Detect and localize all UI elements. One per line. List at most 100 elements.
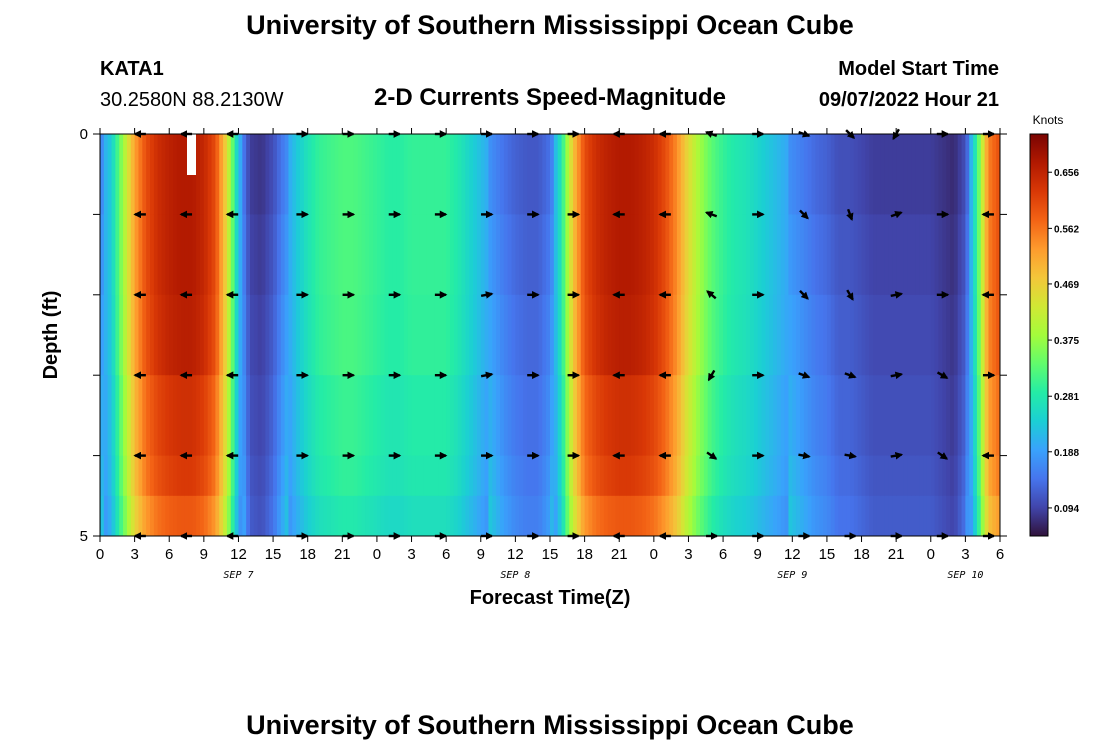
x-tick-label: 0: [373, 546, 381, 563]
heatmap-cell: [615, 294, 620, 376]
heatmap-cell: [476, 214, 482, 296]
heatmap-cell: [115, 375, 120, 457]
heatmap-cell: [165, 214, 170, 296]
heatmap-cell: [176, 134, 182, 215]
heatmap-cell: [246, 455, 251, 497]
heatmap-cell: [146, 134, 151, 215]
heatmap-cell: [303, 134, 309, 215]
heatmap-cell: [600, 375, 605, 457]
heatmap-cell: [653, 375, 659, 457]
heatmap-cell: [184, 134, 190, 215]
heatmap-cell: [734, 455, 740, 497]
heatmap-cell: [353, 495, 359, 536]
heatmap-cell: [142, 214, 147, 296]
heatmap-cell: [457, 294, 463, 376]
heatmap-cell: [650, 134, 655, 215]
heatmap-cell: [961, 134, 966, 215]
current-vector-arrow: [844, 371, 857, 379]
heatmap-cell: [838, 214, 843, 296]
heatmap-cell: [961, 294, 966, 376]
current-vector-arrow: [936, 371, 949, 379]
heatmap-cell: [623, 294, 628, 376]
heatmap-cell: [876, 495, 882, 536]
heatmap-cell: [173, 495, 178, 536]
heatmap-cell: [100, 495, 105, 536]
heatmap-cell: [550, 455, 555, 497]
heatmap-cell: [315, 375, 320, 457]
heatmap-cell: [723, 375, 728, 457]
heatmap-cell: [526, 214, 532, 296]
heatmap-cell: [380, 495, 386, 536]
heatmap-cell: [553, 375, 559, 457]
heatmap-cell: [296, 455, 301, 497]
heatmap-cell: [950, 495, 955, 536]
heatmap-cell: [823, 455, 828, 497]
heatmap-cell: [403, 214, 409, 296]
heatmap-cell: [561, 455, 566, 497]
heatmap-cell: [973, 214, 978, 296]
heatmap-cell: [434, 294, 440, 376]
heatmap-cell: [661, 214, 666, 296]
heatmap-cell: [746, 214, 751, 296]
heatmap-cell: [400, 294, 405, 376]
heatmap-cell: [119, 495, 124, 536]
heatmap-cell: [919, 455, 924, 497]
heatmap-cell: [546, 294, 551, 376]
heatmap-cell: [446, 455, 451, 497]
heatmap-cell: [826, 375, 832, 457]
heatmap-cell: [350, 455, 355, 497]
heatmap-cell: [307, 495, 313, 536]
heatmap-cell: [823, 134, 828, 215]
heatmap-cell: [511, 214, 516, 296]
heatmap-cell: [180, 134, 186, 215]
heatmap-cell: [323, 134, 328, 215]
heatmap-cell: [807, 214, 813, 296]
heatmap-cell: [876, 294, 882, 376]
heatmap-cell: [580, 214, 586, 296]
heatmap-cell: [307, 214, 313, 296]
heatmap-cell: [180, 214, 186, 296]
heatmap-cell: [592, 455, 597, 497]
heatmap-cell: [430, 214, 436, 296]
heatmap-cell: [111, 375, 116, 457]
heatmap-cell: [619, 294, 624, 376]
heatmap-cell: [273, 455, 278, 497]
heatmap-cell: [596, 294, 601, 376]
heatmap-cell: [200, 495, 205, 536]
heatmap-cell: [753, 214, 759, 296]
heatmap-cell: [753, 455, 759, 497]
heatmap-cell: [423, 294, 428, 376]
heatmap-cell: [953, 495, 959, 536]
heatmap-cell: [861, 214, 866, 296]
heatmap-cell: [992, 134, 997, 215]
heatmap-cell: [480, 214, 486, 296]
heatmap-cell: [461, 495, 466, 536]
heatmap-cell: [950, 214, 955, 296]
heatmap-cell: [700, 294, 705, 376]
heatmap-cell: [173, 134, 178, 215]
heatmap-cell: [461, 214, 466, 296]
heatmap-cell: [684, 375, 690, 457]
heatmap-cell: [546, 495, 551, 536]
heatmap-cell: [661, 294, 666, 376]
heatmap-cell: [115, 294, 120, 376]
heatmap-cell: [446, 375, 451, 457]
heatmap-cell: [403, 375, 409, 457]
heatmap-cell: [942, 214, 947, 296]
heatmap-cell: [884, 375, 890, 457]
heatmap-cell: [796, 495, 801, 536]
heatmap-cell: [469, 495, 474, 536]
heatmap-cell: [380, 214, 386, 296]
heatmap-cell: [184, 294, 190, 376]
heatmap-cell: [726, 455, 732, 497]
heatmap-cell: [230, 214, 236, 296]
heatmap-cell: [457, 455, 463, 497]
heatmap-cell: [957, 375, 963, 457]
heatmap-cell: [757, 214, 763, 296]
x-tick-label: 21: [888, 546, 905, 563]
heatmap-cell: [365, 495, 370, 536]
heatmap-cell: [850, 455, 855, 497]
heatmap-cell: [542, 455, 547, 497]
heatmap-cell: [919, 294, 924, 376]
heatmap-cell: [903, 134, 909, 215]
